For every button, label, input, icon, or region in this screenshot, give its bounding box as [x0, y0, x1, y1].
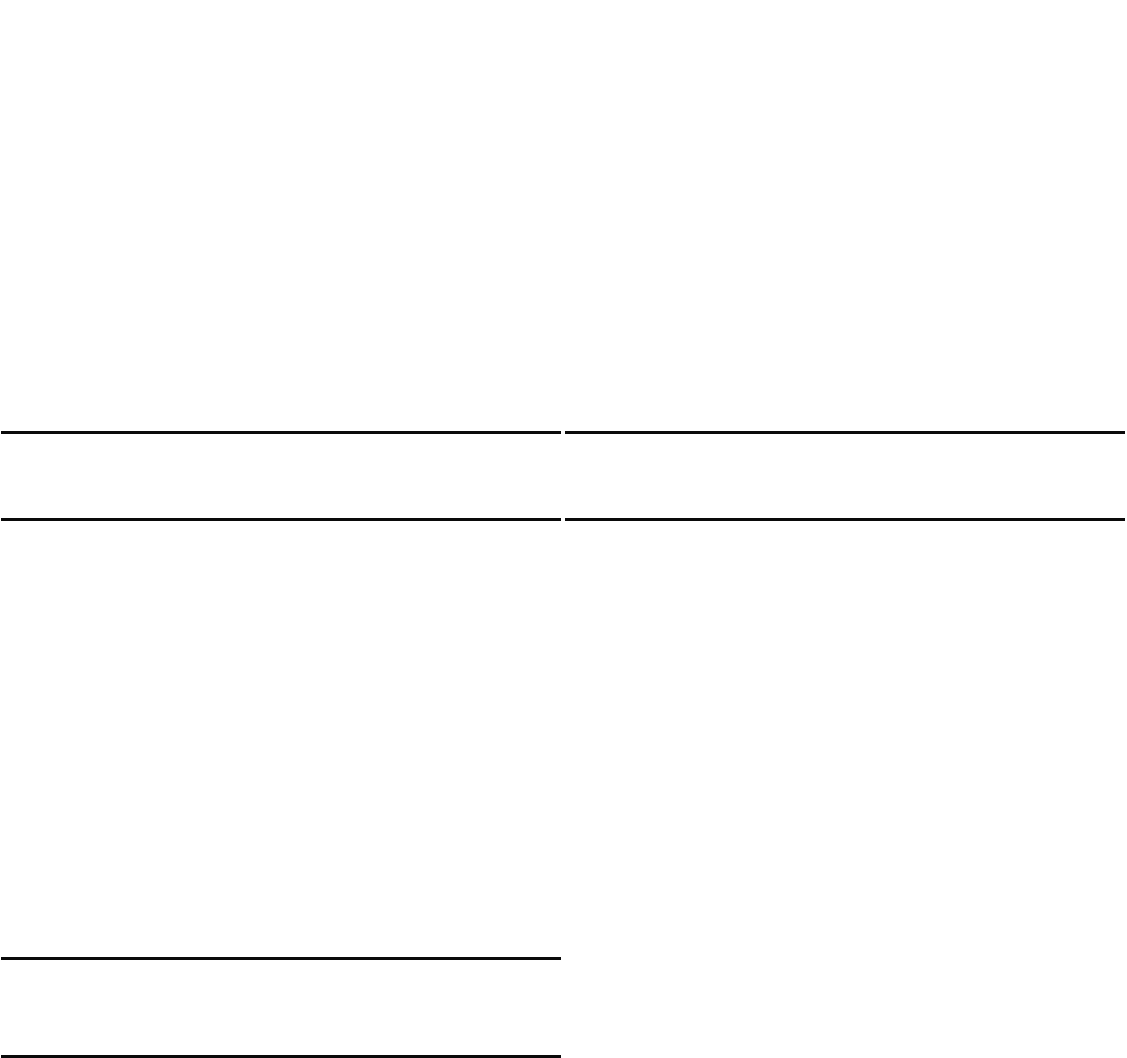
stats-table-c — [1, 957, 561, 1058]
stats-table-b — [565, 431, 1125, 521]
stats-table-a — [1, 431, 561, 521]
